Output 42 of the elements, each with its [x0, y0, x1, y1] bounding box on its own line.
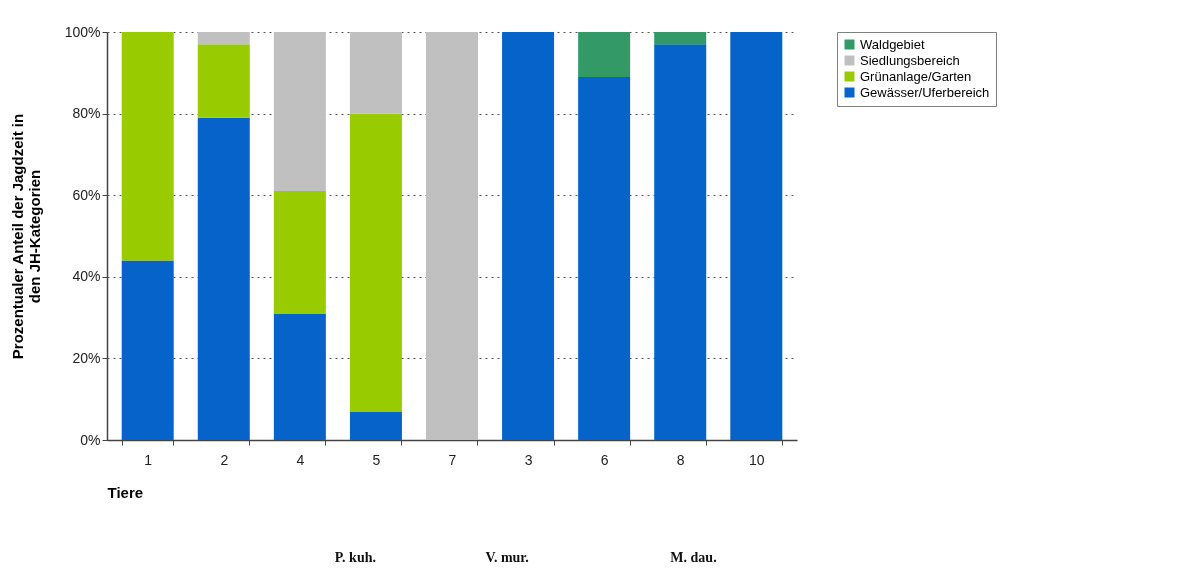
bar [273, 191, 326, 314]
x-tick-label: 4 [296, 451, 305, 468]
x-axis-title: Tiere [107, 483, 144, 501]
bar [730, 32, 783, 440]
bar [121, 32, 174, 261]
y-tick-label: 20% [72, 349, 101, 366]
y-tick-label: 100% [64, 23, 101, 40]
legend-label: Siedlungsbereich [860, 52, 960, 68]
bar [349, 411, 402, 440]
text: P. kuh. [334, 550, 376, 565]
x-tick-label: 1 [144, 451, 153, 468]
y-tick-label: 40% [72, 268, 101, 285]
bar [197, 32, 250, 45]
x-tick-label: 10 [749, 451, 765, 468]
x-tick-label: 6 [600, 451, 609, 468]
x-tick-label: 2 [220, 451, 229, 468]
bar [502, 32, 555, 440]
y-axis-title: Prozentualer Anteil der Jagdzeit in den JH-Kategorien [8, 113, 43, 360]
bar [578, 32, 631, 77]
bar [578, 76, 631, 440]
text: V. mur. [485, 550, 529, 565]
bar [654, 32, 707, 45]
bar [349, 32, 402, 114]
bar [654, 44, 707, 440]
bar [426, 32, 478, 440]
y-tick-label: 0% [80, 431, 101, 448]
bar [273, 32, 326, 192]
y-tick-label: 80% [72, 105, 101, 122]
bar [197, 117, 250, 440]
bar [349, 113, 402, 412]
x-tick-label: 5 [372, 451, 381, 468]
x-tick-label: 7 [448, 451, 457, 468]
legend-label: Gewässer/Uferbereich [860, 84, 990, 100]
x-tick-label: 3 [524, 451, 533, 468]
bar [121, 260, 174, 440]
bar [273, 313, 326, 440]
legend-label: Grünanlage/Garten [860, 68, 972, 84]
text: M. dau. [670, 550, 717, 565]
x-tick-label: 8 [676, 451, 685, 468]
legend-label: Waldgebiet [860, 36, 925, 52]
y-tick-label: 60% [72, 186, 101, 203]
bar [197, 44, 250, 118]
